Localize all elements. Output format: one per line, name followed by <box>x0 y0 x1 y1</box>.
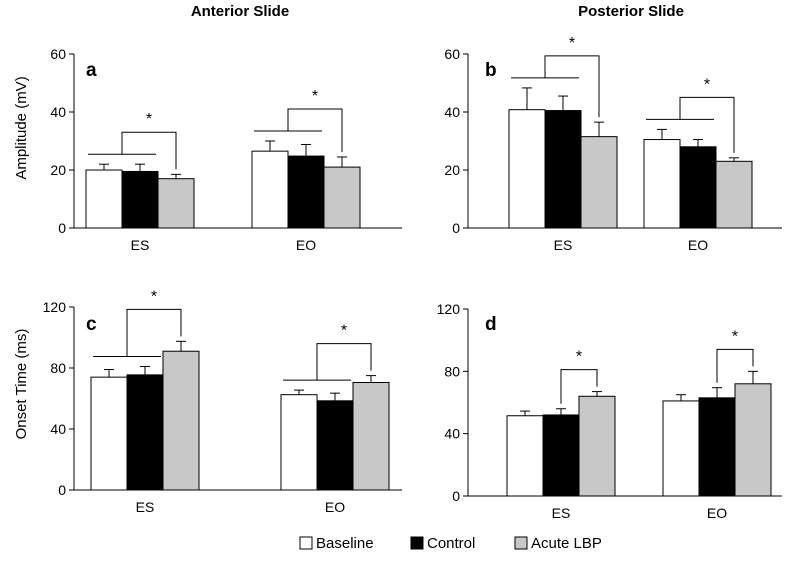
bar-baseline-es <box>506 415 544 497</box>
bar-acute-lbp-eo <box>734 383 772 497</box>
panel-a: 0 20 40 60 a ES * EO * <box>50 46 402 253</box>
significance-marker: * <box>151 288 157 305</box>
x-tick-label-eo: EO <box>707 505 727 521</box>
y-tick-label: 0 <box>452 220 460 236</box>
significance-marker: * <box>704 76 710 93</box>
y-tick-label: 0 <box>58 482 66 498</box>
significance-bracket <box>544 55 600 118</box>
y-tick-label: 60 <box>50 46 66 62</box>
y-tick-label: 20 <box>444 162 460 178</box>
bar-control-eo <box>679 146 717 229</box>
y-tick-label: 60 <box>444 46 460 62</box>
panel-d: 0 40 80 120 d ES * EO * <box>437 301 782 521</box>
bar-baseline-eo <box>643 139 681 229</box>
bar-acute-lbp-es <box>578 395 616 497</box>
legend-swatch-acute-lbp <box>514 536 528 550</box>
bar-control-es <box>126 374 164 491</box>
panel-label: a <box>86 60 97 81</box>
bar-acute-lbp-es <box>580 136 618 229</box>
significance-bracket <box>126 308 182 357</box>
x-tick-label-es: ES <box>131 237 150 253</box>
significance-marker: * <box>732 328 738 345</box>
legend-item-acute-lbp: Acute LBP <box>514 535 602 552</box>
bar-baseline-es <box>90 376 128 491</box>
bar-baseline-es <box>508 109 546 229</box>
y-tick-label: 0 <box>58 220 66 236</box>
bar-control-eo <box>316 400 354 491</box>
legend: Baseline Control Acute LBP <box>299 535 602 552</box>
y-tick-label: 40 <box>444 426 460 442</box>
significance-bracket <box>316 343 372 381</box>
y-tick-label: 40 <box>444 104 460 120</box>
bar-baseline-eo <box>280 394 318 491</box>
panel-b: 0 20 40 60 b ES * EO * <box>444 35 782 253</box>
panel-label: d <box>485 314 497 335</box>
panel-label: c <box>86 314 97 335</box>
x-tick-label-eo: EO <box>325 499 345 515</box>
significance-bracket <box>679 96 735 153</box>
bar-baseline-es <box>85 169 123 229</box>
significance-marker: * <box>146 111 152 128</box>
ylabel-amplitude: Amplitude (mV) <box>13 76 30 179</box>
column-title-anterior: Anterior Slide <box>191 3 289 20</box>
y-tick-label: 80 <box>50 360 66 376</box>
bar-acute-lbp-eo <box>715 160 753 229</box>
y-tick-label: 80 <box>444 363 460 379</box>
bar-acute-lbp-es <box>162 350 200 491</box>
bar-control-es <box>544 110 582 229</box>
significance-marker: * <box>576 349 582 366</box>
significance-bracket <box>560 369 598 404</box>
significance-bracket <box>287 108 343 152</box>
x-tick-label-eo: EO <box>688 237 708 253</box>
significance-bracket <box>716 348 754 383</box>
legend-item-baseline: Baseline <box>299 535 374 552</box>
legend-label-control: Control <box>427 535 475 552</box>
significance-marker: * <box>341 323 347 340</box>
legend-swatch-baseline <box>299 536 313 550</box>
legend-item-control: Control <box>410 535 475 552</box>
y-tick-label: 40 <box>50 421 66 437</box>
ylabel-onset-time: Onset Time (ms) <box>13 329 30 440</box>
panel-label: b <box>485 60 497 81</box>
bar-control-es <box>121 170 159 229</box>
legend-label-baseline: Baseline <box>316 535 374 552</box>
bar-control-eo <box>698 397 736 497</box>
y-tick-label: 120 <box>43 299 67 315</box>
y-tick-label: 120 <box>437 301 461 317</box>
bar-acute-lbp-es <box>157 178 195 229</box>
panel-c: 0 40 80 120 c ES * EO * <box>43 288 402 515</box>
legend-swatch-control <box>410 536 424 550</box>
bar-acute-lbp-eo <box>352 381 390 491</box>
bar-baseline-eo <box>251 150 289 229</box>
y-tick-label: 0 <box>452 488 460 504</box>
x-tick-label-es: ES <box>554 237 573 253</box>
legend-label-acute-lbp: Acute LBP <box>531 535 602 552</box>
significance-marker: * <box>569 35 575 52</box>
bar-baseline-eo <box>662 400 700 497</box>
bar-control-eo <box>287 155 325 229</box>
bar-control-es <box>542 414 580 497</box>
significance-marker: * <box>312 88 318 105</box>
y-tick-label: 40 <box>50 104 66 120</box>
significance-bracket <box>121 131 177 170</box>
y-tick-label: 20 <box>50 162 66 178</box>
x-tick-label-es: ES <box>552 505 571 521</box>
x-tick-label-es: ES <box>136 499 155 515</box>
bar-acute-lbp-eo <box>323 166 361 229</box>
column-title-posterior: Posterior Slide <box>578 3 684 20</box>
x-tick-label-eo: EO <box>296 237 316 253</box>
